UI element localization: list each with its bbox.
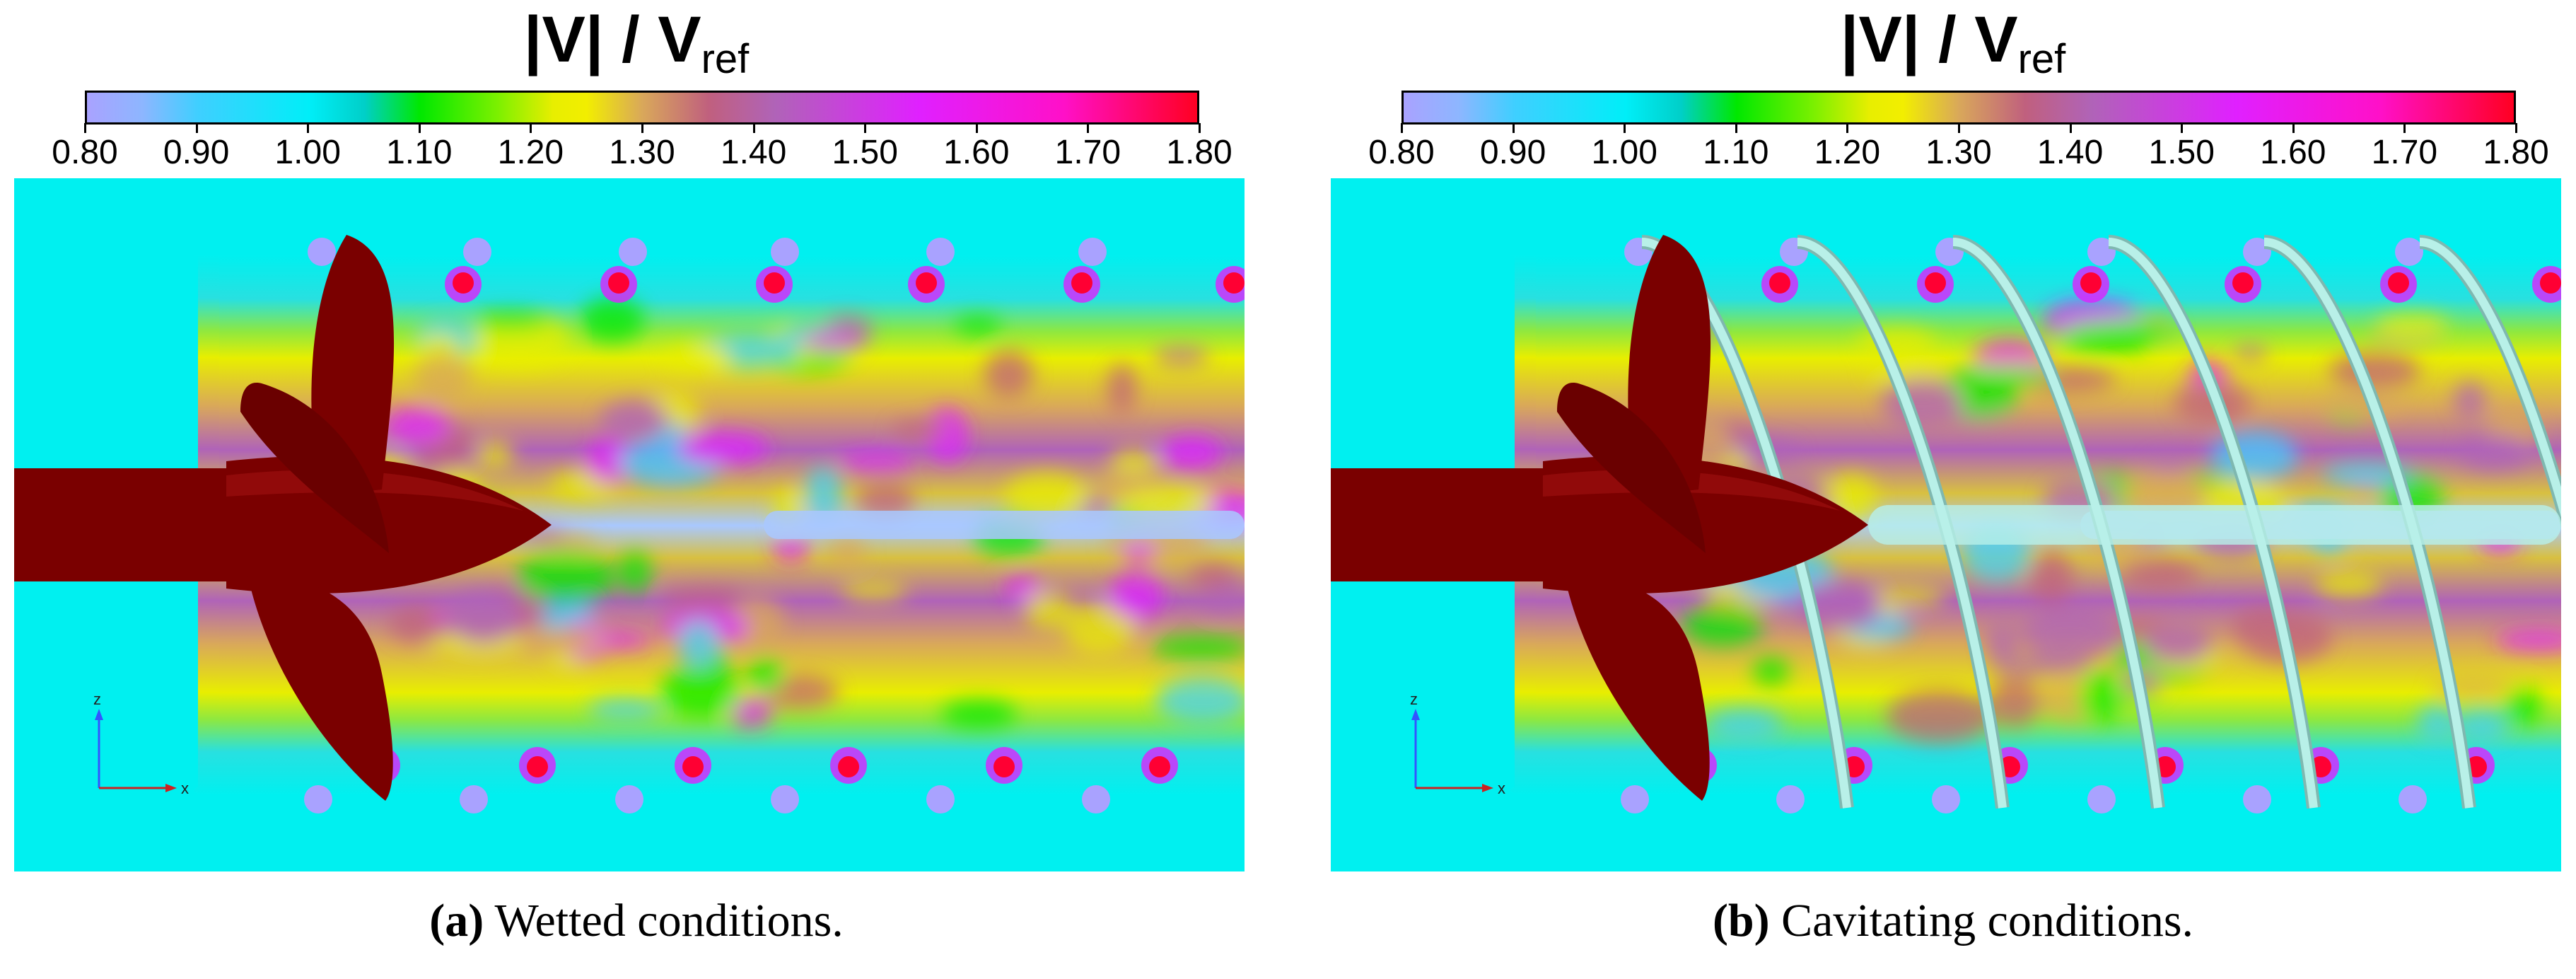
colorbar-tick-label: 1.70 [1054,134,1121,171]
colorbar-title-sub: ref [701,36,750,82]
axes-triad: zx [1410,690,1505,797]
colorbar-title: |V| / Vref [14,4,1259,82]
axes-triad: zx [93,690,189,797]
colorbar-tick-label: 0.90 [163,134,230,171]
blade-forward [240,383,389,553]
colorbar-tick-label: 1.20 [497,134,564,171]
colorbar-tick-label: 1.50 [832,134,898,171]
colorbar-tick [752,123,755,133]
colorbar-tick [864,123,867,133]
colorbar-tick [307,123,310,133]
axis-x-label: x [1498,780,1505,797]
propeller [14,235,552,801]
colorbar-tick [1846,123,1849,133]
colorbar-tick-label: 1.40 [2036,134,2104,171]
colorbar-tick [2181,123,2184,133]
colorbar-tick [641,123,643,133]
colorbar-tick-label: 1.00 [274,134,341,171]
colorbar-tick-label: 1.60 [943,134,1010,171]
panel-label: (a) [429,895,484,946]
colorbar-tick-label: 1.20 [1814,134,1881,171]
blade-bottom [1564,574,1710,801]
propeller [1331,235,1868,801]
colorbar-tick-label: 1.00 [1591,134,1657,171]
colorbar-tick [530,123,532,133]
colorbar-title-main: |V| / V [523,4,701,76]
colorbar-tick [975,123,978,133]
colorbar-tick-label: 1.10 [386,134,453,171]
colorbar-tick [84,123,86,133]
panel-caption-text: Cavitating conditions. [1781,895,2194,946]
colorbar-tick-label: 0.80 [52,134,118,171]
colorbar-tick-label: 1.70 [2371,134,2438,171]
colorbar-tick-label: 1.30 [609,134,675,171]
colorbar [85,91,1199,124]
colorbar-tick-label: 1.80 [1166,134,1232,171]
colorbar-tick-label: 1.80 [2483,134,2549,171]
blade-forward [1557,383,1706,553]
colorbar-tick-label: 1.10 [1703,134,1769,171]
colorbar-tick [1512,123,1515,133]
colorbar-tick [195,123,198,133]
colorbar-tick [1735,123,1737,133]
colorbar-tick-label: 1.40 [720,134,787,171]
colorbar-tick [2403,123,2406,133]
colorbar-title: |V| / Vref [1331,4,2575,82]
blade-bottom [247,574,393,801]
colorbar-tick [1958,123,1960,133]
panel-caption: (a) Wetted conditions. [14,894,1259,948]
axis-x-label: x [181,780,189,797]
colorbar-tick-label: 1.60 [2260,134,2326,171]
cavitation-hub-vortex [1868,505,2561,545]
colorbar-tick [418,123,421,133]
panel-label: (b) [1712,895,1770,946]
panel-caption-text: Wetted conditions. [494,895,844,946]
colorbar [1401,91,2516,124]
colorbar-tick [2292,123,2295,133]
hub-vortex [764,511,1245,539]
colorbar-tick-label: 1.30 [1925,134,1992,171]
panel-caption: (b) Cavitating conditions. [1331,894,2575,948]
velocity-contour-svg: zx [1331,178,2561,871]
colorbar-tick [1199,123,1201,133]
panel-a: |V| / Vref 0.80 0.90 1.00 1.10 1.20 1.30 1.40 1… [14,0,1259,979]
axis-z-label: z [1410,690,1418,708]
colorbar-tick [2515,123,2517,133]
colorbar-title-sub: ref [2017,36,2066,82]
colorbar-tick [1087,123,1090,133]
axis-z-label: z [93,690,101,708]
colorbar-tick-label: 0.80 [1368,134,1435,171]
panel-b: |V| / Vref 0.80 0.90 1.00 1.10 1.20 1.30 1.40 1… [1331,0,2575,979]
velocity-contour-svg: zx [14,178,1245,871]
colorbar-tick-label: 1.50 [2148,134,2215,171]
colorbar-tick [2069,123,2072,133]
colorbar-tick [1401,123,1403,133]
colorbar-tick-label: 0.90 [1479,134,1546,171]
colorbar-tick [1624,123,1626,133]
colorbar-title-main: |V| / V [1840,4,2018,76]
